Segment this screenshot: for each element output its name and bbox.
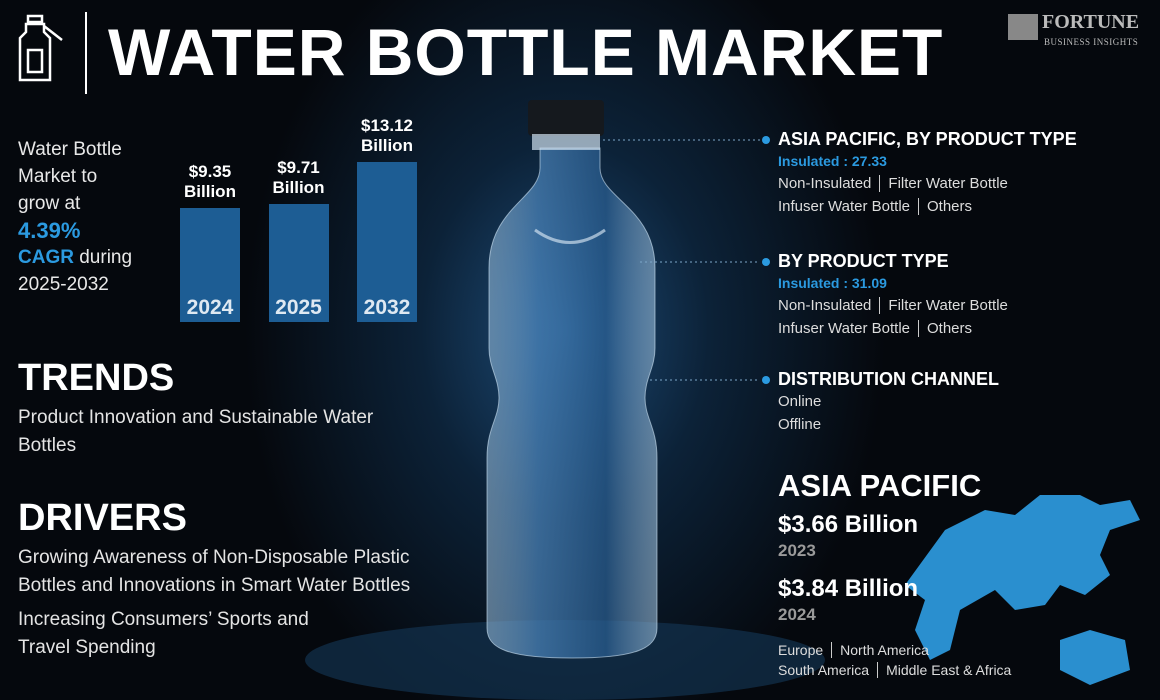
- drivers: DRIVERS Growing Awareness of Non-Disposa…: [18, 498, 458, 662]
- segment: BY PRODUCT TYPE Insulated : 31.09 Non-Insu…: [778, 250, 1148, 340]
- segment-item: Others: [918, 320, 973, 337]
- region-item: Middle East & Africa: [877, 662, 1012, 678]
- growth-lead: Water Bottle Market to grow at: [18, 139, 122, 214]
- brand-sub: BUSINESS INSIGHTS: [1044, 37, 1139, 47]
- region-row: Europe North America: [778, 640, 1158, 660]
- brand: FORTUNE BUSINESS INSIGHTS: [1008, 12, 1139, 52]
- cagr: CAGR: [18, 247, 74, 268]
- driver-item: Increasing Consumers’ Sports and Travel …: [18, 609, 309, 658]
- category-label: 2025: [275, 296, 322, 319]
- other-regions: Europe North America South America Middle E…: [778, 640, 1158, 680]
- segment-item: Filter Water Bottle: [879, 297, 1008, 314]
- period: 2025-2032: [18, 274, 109, 295]
- bottle: [486, 100, 658, 659]
- bar: [180, 207, 240, 322]
- region-value: $3.84 Billion: [778, 575, 919, 602]
- trends: TRENDS Product Innovation and Sustainabl…: [18, 358, 378, 460]
- growth-text: Water Bottle Market to grow at 4.39% CAG…: [18, 136, 132, 298]
- bar: [268, 203, 329, 322]
- water: [305, 620, 825, 700]
- value-label: $13.12 Billion: [361, 115, 413, 155]
- region: ASIA PACIFIC $3.66 Billion 2023 $3.84 Bi…: [778, 468, 1158, 680]
- segment: DISTRIBUTION CHANNEL Online Offline: [778, 368, 1148, 436]
- segment-row: Infuser Water Bottle Others: [778, 317, 1148, 340]
- region-value: $3.66 Billion: [778, 511, 919, 538]
- region-item: Europe: [778, 642, 824, 658]
- bar: [357, 161, 417, 322]
- segment-item: Non-Insulated: [778, 175, 872, 192]
- title: WATER BOTTLE MARKET: [108, 15, 944, 89]
- region-item: South America: [778, 662, 870, 678]
- driver-item: Growing Awareness of Non-Disposable Plas…: [18, 547, 411, 596]
- region-year: 2024: [778, 605, 816, 624]
- region-year: 2023: [778, 541, 816, 560]
- segment-row: Online: [778, 390, 1148, 413]
- drivers-title: DRIVERS: [18, 497, 187, 539]
- segment-row: Infuser Water Bottle Others: [778, 195, 1148, 218]
- category-label: 2024: [186, 296, 234, 319]
- trend-item: Product Innovation and Sustainable Water…: [18, 407, 374, 456]
- bottle-icon: [18, 14, 63, 82]
- region-item: North America: [831, 642, 929, 658]
- value-label: $9.71 Billion: [272, 157, 325, 197]
- segment-row: Non-Insulated Filter Water Bottle: [778, 294, 1148, 317]
- map: [905, 495, 1140, 685]
- category-label: 2032: [363, 296, 411, 319]
- segment-highlight: Insulated : 27.33: [778, 153, 887, 169]
- bar-chart: [0, 0, 1, 1]
- connectors: [603, 139, 760, 381]
- segment-row: Offline: [778, 413, 1148, 436]
- brand-logo: [1008, 14, 1038, 40]
- segment: ASIA PACIFIC, BY PRODUCT TYPE Insulated :…: [778, 128, 1148, 218]
- segment-item: Infuser Water Bottle: [778, 320, 910, 337]
- bullets: [762, 136, 770, 384]
- segment-item: Non-Insulated: [778, 297, 872, 314]
- segment-item: Offline: [778, 416, 822, 433]
- segment-item: Others: [918, 198, 973, 215]
- segment-item: Filter Water Bottle: [879, 175, 1008, 192]
- segment-item: Online: [778, 393, 822, 410]
- brand-name: FORTUNE: [1042, 11, 1140, 33]
- segment-title: DISTRIBUTION CHANNEL: [778, 369, 999, 389]
- segment-title: ASIA PACIFIC, BY PRODUCT TYPE: [778, 129, 1077, 149]
- segment-highlight: Insulated : 31.09: [778, 275, 887, 291]
- during: during: [79, 247, 133, 268]
- region-title: ASIA PACIFIC: [778, 468, 982, 503]
- region-row: South America Middle East & Africa: [778, 660, 1158, 680]
- segment-row: Non-Insulated Filter Water Bottle: [778, 172, 1148, 195]
- growth-rate: 4.39%: [18, 218, 81, 243]
- value-label: $9.35 Billion: [184, 161, 236, 201]
- segment-title: BY PRODUCT TYPE: [778, 251, 949, 271]
- segment-item: Infuser Water Bottle: [778, 198, 910, 215]
- trends-title: TRENDS: [18, 357, 175, 399]
